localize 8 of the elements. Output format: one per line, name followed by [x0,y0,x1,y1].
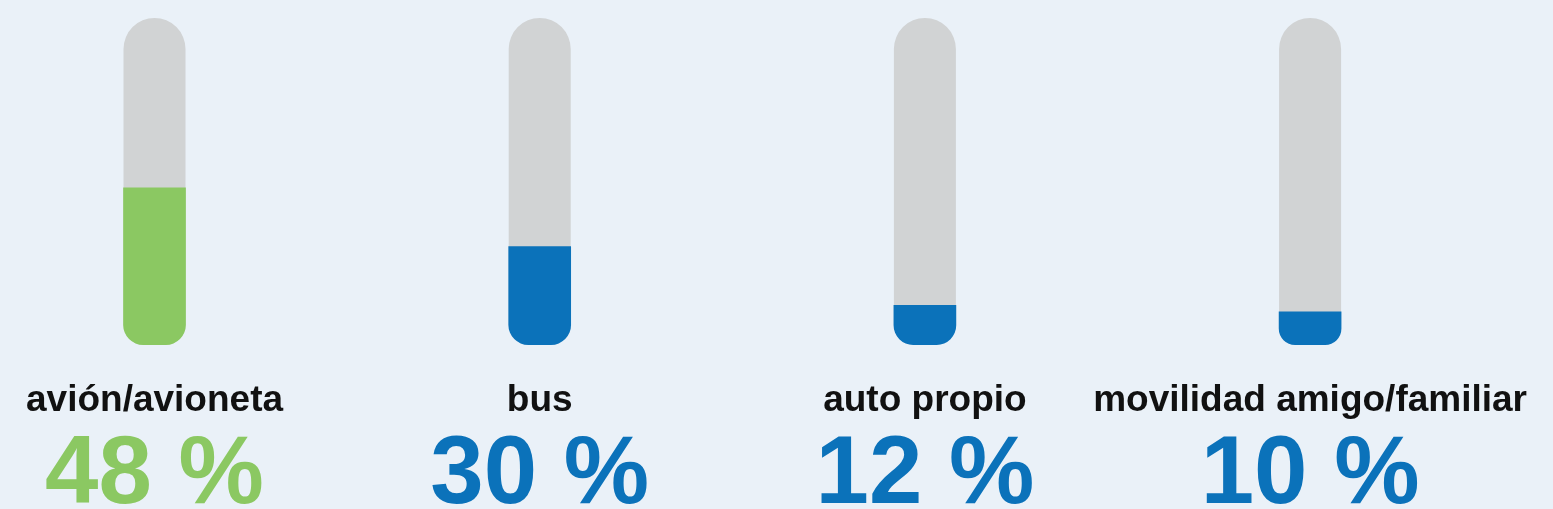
x-tick-label: auto propio [823,378,1027,419]
bar [1278,311,1342,345]
bar [893,305,957,345]
x-tick-label: bus [506,378,573,419]
x-tick-label: avión/avioneta [26,378,284,419]
data-label: 48 % [45,416,264,509]
data-label: 30 % [430,416,650,509]
x-tick-label: movilidad amigo/familiar [1093,378,1528,419]
